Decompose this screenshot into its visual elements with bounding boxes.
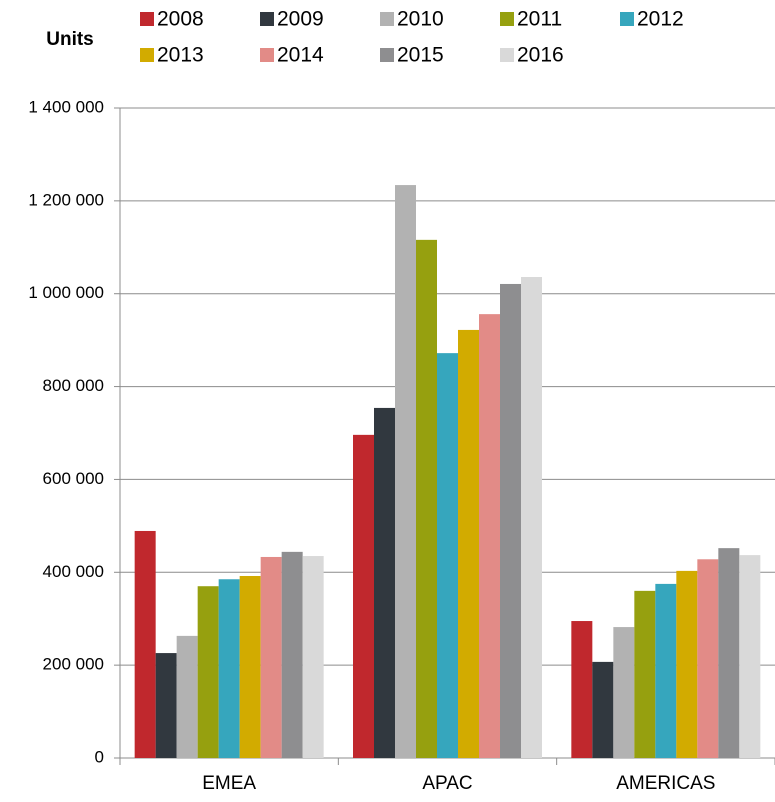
x-tick-label: APAC	[422, 773, 472, 794]
bar	[479, 314, 500, 758]
bar	[176, 635, 198, 758]
legend-label: 2015	[397, 44, 444, 67]
legend-label: 2011	[517, 8, 562, 31]
bar	[521, 277, 542, 758]
x-tick-label: EMEA	[202, 773, 256, 794]
bar	[218, 579, 240, 758]
bar	[500, 283, 521, 758]
legend-label: 2012	[637, 8, 684, 31]
bar	[437, 353, 458, 758]
bar	[655, 583, 677, 758]
bar	[676, 570, 698, 758]
legend-swatch	[140, 48, 154, 62]
bar	[571, 621, 593, 758]
y-tick-label: 200 000	[43, 655, 104, 674]
legend-swatch	[260, 12, 274, 26]
legend-label: 2008	[157, 8, 204, 31]
bar	[416, 239, 437, 758]
legend-swatch	[380, 48, 394, 62]
legend-swatch	[620, 12, 634, 26]
bar	[634, 590, 656, 758]
bar	[353, 434, 374, 758]
legend-label: 2014	[277, 44, 324, 67]
bar	[592, 661, 614, 758]
legend-label: 2013	[157, 44, 204, 67]
legend-swatch	[500, 48, 514, 62]
y-tick-label: 800 000	[43, 376, 104, 395]
bar	[697, 559, 719, 758]
bar	[134, 530, 156, 758]
legend-swatch	[140, 12, 154, 26]
y-tick-label: 0	[95, 747, 104, 766]
x-tick-label: AMERICAS	[616, 773, 715, 794]
y-tick-label: 400 000	[43, 562, 104, 581]
y-tick-label: 1 200 000	[28, 190, 104, 209]
y-tick-label: 1 400 000	[28, 97, 104, 116]
bar	[281, 551, 303, 758]
bar	[239, 576, 261, 758]
bar	[613, 627, 635, 758]
bar	[374, 407, 395, 758]
bar	[260, 556, 282, 758]
legend-label: 2010	[397, 8, 444, 31]
y-tick-label: 1 000 000	[28, 283, 104, 302]
y-tick-label: 600 000	[43, 469, 104, 488]
bar	[395, 185, 416, 759]
legend-swatch	[380, 12, 394, 26]
legend-swatch	[260, 48, 274, 62]
legend-label: 2016	[517, 44, 564, 67]
bar	[197, 586, 219, 758]
chart-title: Units	[46, 29, 94, 50]
legend-swatch	[500, 12, 514, 26]
bar	[739, 555, 761, 758]
bar	[458, 329, 479, 758]
legend-label: 2009	[277, 8, 324, 31]
bar	[155, 653, 177, 758]
bar	[718, 548, 740, 758]
bar	[302, 556, 324, 758]
